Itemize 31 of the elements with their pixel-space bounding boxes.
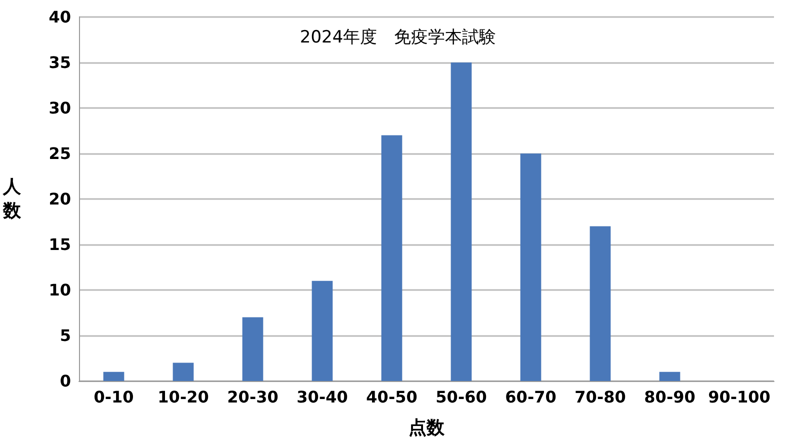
y-tick-label: 15 [48, 235, 71, 254]
y-tick-label: 5 [60, 326, 71, 345]
x-axis-title: 点数 [408, 418, 446, 438]
text: 2024年度 免疫学本試験 [300, 28, 496, 48]
y-tick-label: 0 [60, 372, 71, 390]
bar [590, 226, 611, 381]
x-tick-label: 50-60 [436, 388, 487, 406]
y-tick-label: 30 [48, 98, 71, 118]
x-tick-label: 90-100 [708, 388, 770, 406]
x-tick-label: 10-20 [158, 388, 209, 406]
x-tick-label: 0-10 [94, 388, 134, 406]
x-tick-label: 60-70 [505, 388, 556, 406]
x-tick-label: 80-90 [644, 388, 696, 406]
bar [312, 280, 333, 381]
bar [520, 154, 542, 381]
x-tick-label: 30-40 [296, 388, 348, 406]
bar [659, 372, 680, 381]
x-tick-label: 40-50 [366, 388, 418, 406]
bar [450, 62, 472, 381]
y-tick-label: 35 [48, 53, 71, 72]
y-tick-label: 10 [48, 280, 71, 300]
y-axis-title: 人数 [2, 176, 22, 222]
bar [242, 317, 264, 381]
bar [103, 372, 124, 381]
x-tick-label: 70-80 [574, 388, 626, 406]
bar [172, 362, 194, 381]
x-tick-label: 20-30 [227, 388, 278, 406]
y-tick-label: 40 [48, 8, 71, 26]
y-tick-label: 25 [48, 144, 71, 163]
bar [381, 135, 402, 381]
y-tick-label: 20 [48, 190, 71, 208]
